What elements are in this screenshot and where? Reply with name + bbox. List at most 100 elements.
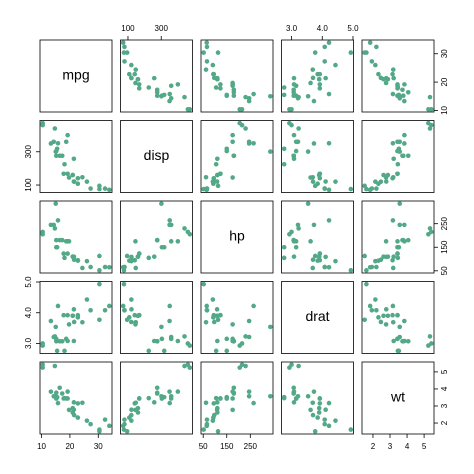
point	[396, 348, 402, 354]
point	[132, 401, 138, 406]
point	[120, 303, 126, 309]
point	[136, 82, 142, 87]
point	[316, 76, 322, 82]
point	[369, 59, 375, 64]
point	[231, 87, 237, 93]
point	[402, 222, 407, 228]
x-tick-label: 5	[422, 442, 427, 451]
point	[402, 98, 407, 104]
point	[175, 82, 181, 87]
point	[63, 139, 69, 145]
point	[251, 91, 256, 97]
point	[203, 174, 209, 180]
point	[268, 393, 273, 399]
point	[129, 75, 134, 81]
point	[224, 93, 230, 99]
point	[291, 389, 297, 394]
point	[203, 400, 209, 406]
point	[326, 140, 332, 146]
point	[391, 156, 396, 162]
point	[291, 153, 296, 159]
point	[53, 153, 59, 159]
point	[151, 400, 157, 405]
point	[201, 427, 206, 432]
y-tick-label: 4	[440, 386, 449, 391]
point	[201, 50, 206, 55]
point	[146, 395, 152, 401]
point	[122, 59, 127, 64]
point	[133, 322, 138, 327]
point	[281, 161, 287, 167]
point	[243, 94, 248, 100]
point	[213, 348, 219, 354]
x-tick-label: 150	[220, 442, 234, 451]
point	[230, 396, 235, 401]
point	[326, 400, 332, 406]
point	[383, 80, 389, 86]
point	[323, 407, 328, 413]
x-tick-label: 50	[199, 442, 208, 451]
point	[204, 40, 210, 45]
point	[124, 317, 130, 323]
point	[59, 391, 65, 396]
point	[55, 303, 61, 309]
point	[373, 179, 378, 184]
panel	[39, 281, 113, 354]
point	[62, 161, 67, 167]
point	[429, 341, 434, 346]
point	[281, 255, 287, 261]
point	[182, 226, 187, 231]
point	[326, 91, 332, 97]
point	[310, 400, 316, 406]
point	[390, 67, 396, 72]
point	[204, 186, 210, 191]
point	[65, 251, 70, 256]
point	[281, 85, 287, 90]
point	[246, 318, 252, 324]
point	[230, 389, 235, 394]
point	[66, 407, 72, 413]
point	[251, 400, 256, 406]
panel	[361, 281, 435, 354]
point	[315, 415, 320, 420]
panel	[120, 281, 193, 354]
x-tick-label: 4	[405, 442, 410, 451]
y-tick-label: 5	[440, 369, 449, 374]
point	[397, 93, 403, 99]
point	[333, 62, 338, 68]
point	[293, 396, 299, 401]
point	[402, 132, 407, 138]
y-tick-label: 10	[440, 105, 449, 114]
point	[305, 393, 311, 399]
point	[97, 253, 102, 259]
panel	[281, 120, 354, 193]
point	[322, 59, 328, 64]
point	[373, 62, 378, 68]
point	[107, 264, 112, 270]
point	[243, 126, 248, 131]
panel	[281, 200, 354, 274]
point	[185, 107, 191, 112]
point	[429, 229, 434, 235]
point	[291, 400, 297, 405]
point	[317, 396, 323, 401]
point	[251, 303, 256, 309]
point	[390, 175, 395, 181]
point	[59, 153, 65, 159]
point	[296, 226, 301, 231]
point	[121, 50, 127, 55]
point	[61, 171, 66, 177]
point	[55, 218, 61, 223]
point	[373, 297, 378, 302]
point	[395, 312, 400, 318]
variable-label: hp	[229, 228, 245, 244]
variable-label: disp	[144, 147, 170, 163]
point	[65, 312, 70, 318]
point	[215, 400, 220, 405]
point	[167, 389, 172, 394]
point	[154, 237, 160, 243]
point	[154, 339, 160, 344]
y-tick-label: 3	[440, 403, 449, 408]
panel	[120, 120, 193, 193]
point	[133, 80, 138, 86]
